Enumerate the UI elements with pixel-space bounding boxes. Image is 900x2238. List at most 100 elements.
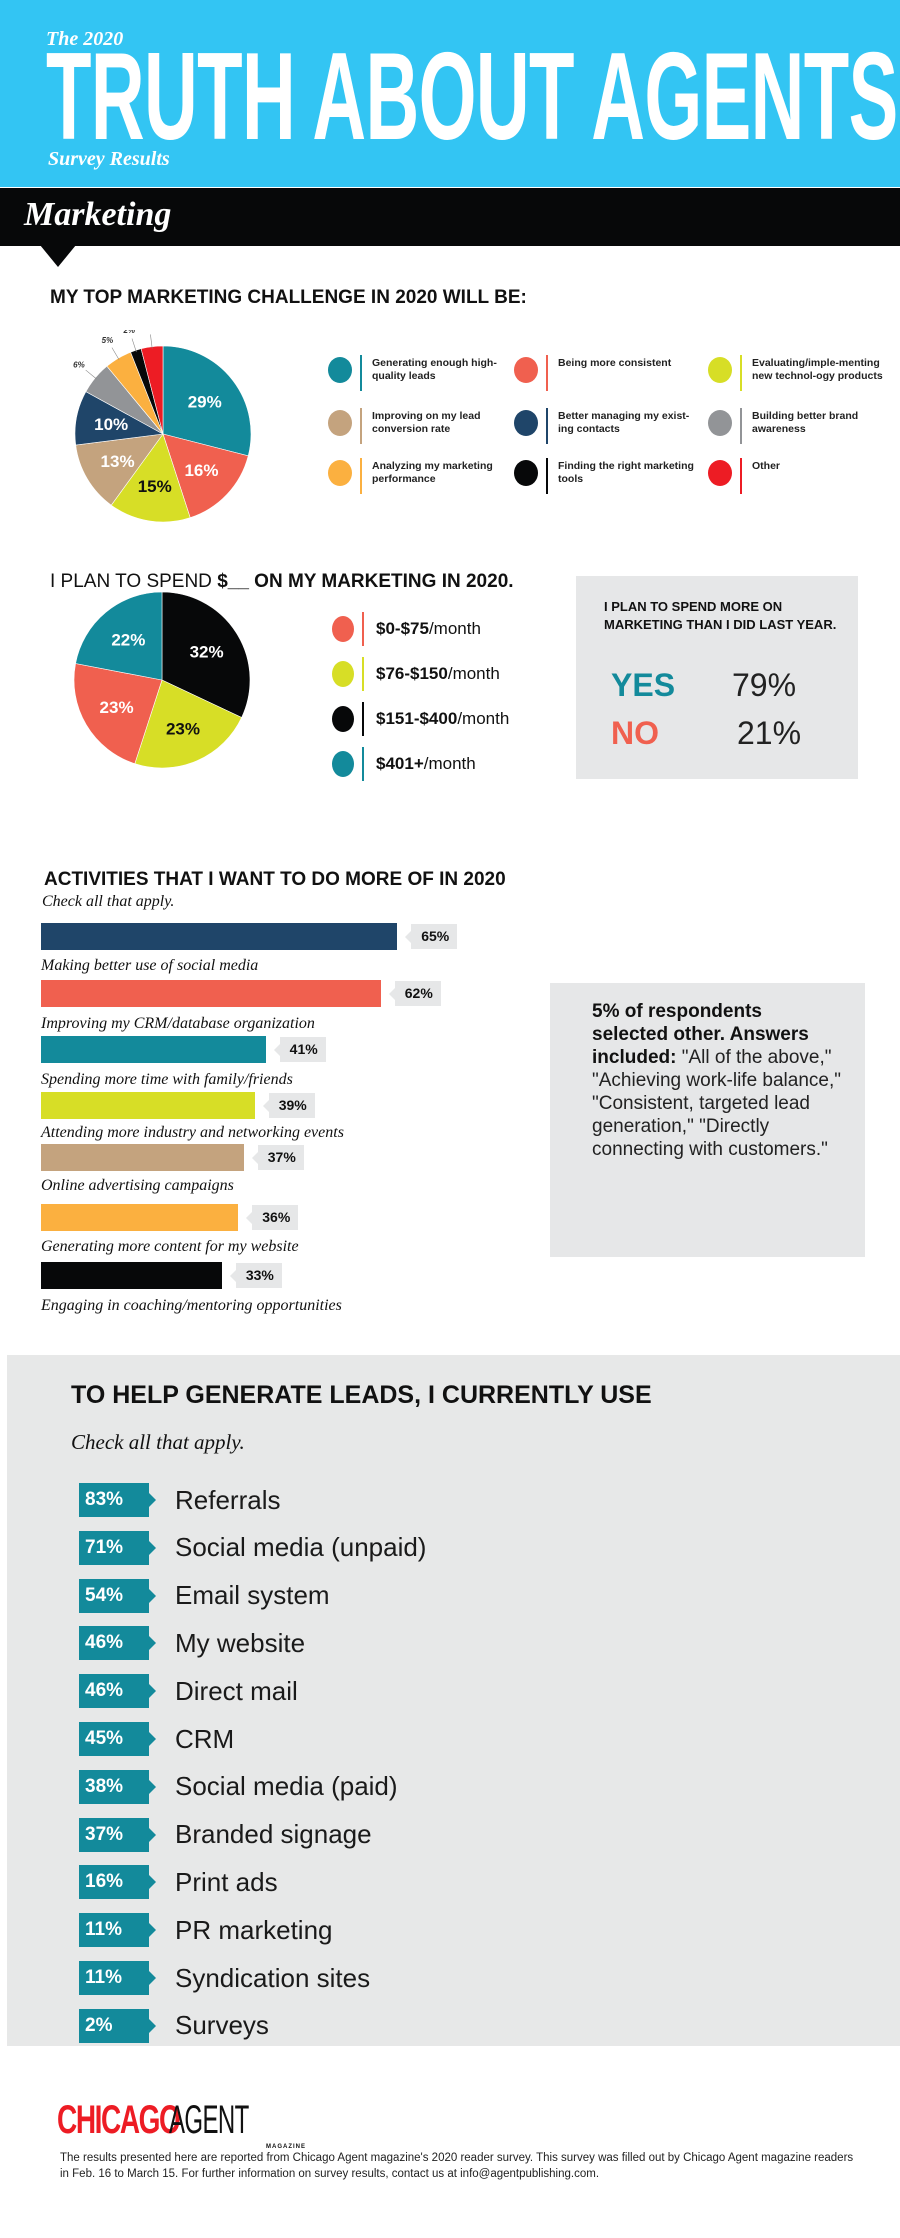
lead-source-label: Print ads [175, 1866, 278, 1897]
legend-swatch [332, 751, 354, 777]
lead-source-label: Referrals [175, 1484, 281, 1515]
spend-more-box [576, 576, 858, 779]
legend-item: Finding the right marketing tools [514, 458, 694, 494]
legend-swatch [514, 410, 538, 436]
legend-divider [740, 458, 742, 494]
other-responses-bold: 5% of respondents selected other. Answer… [592, 1001, 809, 1068]
legend-item: $0-$75/month [332, 612, 481, 646]
lead-source-label: Direct mail [175, 1675, 298, 1706]
lead-source-item: 2% Surveys [79, 2008, 269, 2043]
activity-label: Spending more time with family/friends [41, 1071, 293, 1088]
legend-label: Analyzing my marketing performance [372, 460, 493, 485]
lead-source-item: 11% PR marketing [79, 1913, 333, 1948]
challenge-slice-label: 13% [101, 452, 135, 471]
legend-item: Improving on my lead conversion rate [328, 408, 508, 444]
lead-source-label: Branded signage [175, 1819, 372, 1850]
legend-swatch [332, 661, 354, 687]
legend-label: Being more consistent [558, 357, 672, 369]
legend-divider [740, 408, 742, 444]
leads-subtitle: Check all that apply. [71, 1430, 245, 1454]
lead-source-item: 45% CRM [79, 1722, 234, 1756]
legend-item: Generating enough high-quality leads [328, 355, 508, 391]
legend-label: Evaluating/imple-menting new technol-ogy… [752, 357, 883, 382]
legend-swatch [708, 357, 732, 383]
spend-slice-label: 23% [166, 719, 200, 738]
legend-divider [360, 355, 362, 391]
spend-more-question: I PLAN TO SPEND MORE ON MARKETING THAN I… [604, 599, 837, 632]
spend-pie-chart: 32% 23% 23% 22% [73, 591, 251, 769]
legend-label: Generating enough high-quality leads [372, 357, 497, 382]
legend-divider [546, 458, 548, 494]
legend-divider [740, 355, 742, 391]
legend-item: Evaluating/imple-menting new technol-ogy… [708, 355, 888, 391]
lead-source-item: 38% Social media (paid) [79, 1769, 398, 1804]
spend-heading-bold: $__ ON MY MARKETING IN 2020. [217, 571, 514, 592]
challenge-slice-label: 15% [138, 477, 172, 496]
lead-source-label: PR marketing [175, 1914, 333, 1945]
legend-swatch [708, 410, 732, 436]
legend-label: Other [752, 460, 781, 472]
lead-percent-badge: 71% [79, 1530, 156, 1565]
other-responses-quotes: "All of the above," "Achieving work-life… [592, 1047, 841, 1160]
legend-label: $401+/month [376, 754, 476, 773]
yes-label: YES [611, 667, 676, 703]
lead-source-label: My website [175, 1627, 306, 1658]
lead-source-item: 16% Print ads [79, 1865, 278, 1900]
activity-value-tag: 65% [405, 924, 458, 949]
leads-heading: TO HELP GENERATE LEADS, I CURRENTLY USE [71, 1381, 652, 1409]
legend-swatch [514, 357, 538, 383]
legend-divider [360, 408, 362, 444]
spend-slice-label: 23% [100, 698, 134, 717]
lead-source-item: 46% Direct mail [79, 1674, 298, 1709]
activity-value-tag: 62% [388, 981, 441, 1006]
lead-source-label: Social media (paid) [175, 1771, 398, 1802]
legend-label: Finding the right marketing tools [558, 460, 694, 485]
page-title: TRUTH ABOUT AGENTS [46, 28, 898, 166]
legend-divider [546, 408, 548, 444]
legend-item: Other [708, 458, 888, 494]
activity-label: Generating more content for my website [41, 1238, 299, 1255]
lead-percent-badge: 38% [79, 1769, 156, 1804]
lead-source-item: 54% Email system [79, 1578, 330, 1613]
challenge-leader-line [111, 347, 120, 360]
logo-chicago: CHICAGO [57, 2098, 181, 2142]
activity-label: Attending more industry and networking e… [41, 1124, 344, 1141]
legend-swatch [332, 706, 354, 732]
lead-percent-badge: 11% [79, 1913, 156, 1948]
spend-heading: I PLAN TO SPEND $__ ON MY MARKETING IN 2… [50, 571, 514, 593]
legend-divider [362, 702, 364, 736]
legend-label: $151-$400/month [376, 709, 510, 728]
legend-item: Being more consistent [514, 355, 694, 391]
legend-item: $151-$400/month [332, 702, 509, 736]
challenge-leader-line [85, 369, 97, 380]
lead-percent-badge: 37% [79, 1817, 156, 1852]
activity-value-tag: 37% [251, 1145, 304, 1170]
lead-percent-badge: 11% [79, 1961, 156, 1995]
challenge-slice [75, 433, 164, 506]
legend-divider [360, 458, 362, 494]
challenge-pie-chart: 29% 16% 15%13% 10% 6% 5% 2% 4% [73, 330, 252, 523]
activity-bar [41, 1144, 244, 1171]
legend-divider [362, 612, 364, 646]
activity-bar [41, 1036, 266, 1063]
chicago-agent-logo: CHICAGO AGENT MAGAZINE [57, 2098, 305, 2150]
footer-note: The results presented here are reported … [60, 2152, 854, 2180]
challenge-slice-label: 6% [73, 360, 85, 369]
activity-bar [41, 1262, 222, 1289]
activity-value-tag: 39% [262, 1093, 315, 1118]
logo-agent: AGENT [169, 2098, 249, 2142]
no-value: 21% [737, 715, 802, 751]
challenge-slice [162, 345, 252, 457]
lead-source-label: Syndication sites [175, 1962, 371, 1993]
activity-bar [41, 980, 381, 1007]
legend-swatch [514, 460, 538, 486]
legend-item: Analyzing my marketing performance [328, 458, 508, 494]
activity-bar [41, 1092, 255, 1119]
lead-source-label: CRM [175, 1723, 235, 1754]
challenge-slice-label: 16% [184, 461, 218, 480]
lead-percent-badge: 2% [79, 2008, 156, 2043]
activity-bar [41, 1204, 239, 1231]
lead-percent-badge: 16% [79, 1865, 156, 1900]
activity-value-tag: 41% [273, 1037, 326, 1062]
activity-label: Improving my CRM/database organization [41, 1015, 315, 1032]
